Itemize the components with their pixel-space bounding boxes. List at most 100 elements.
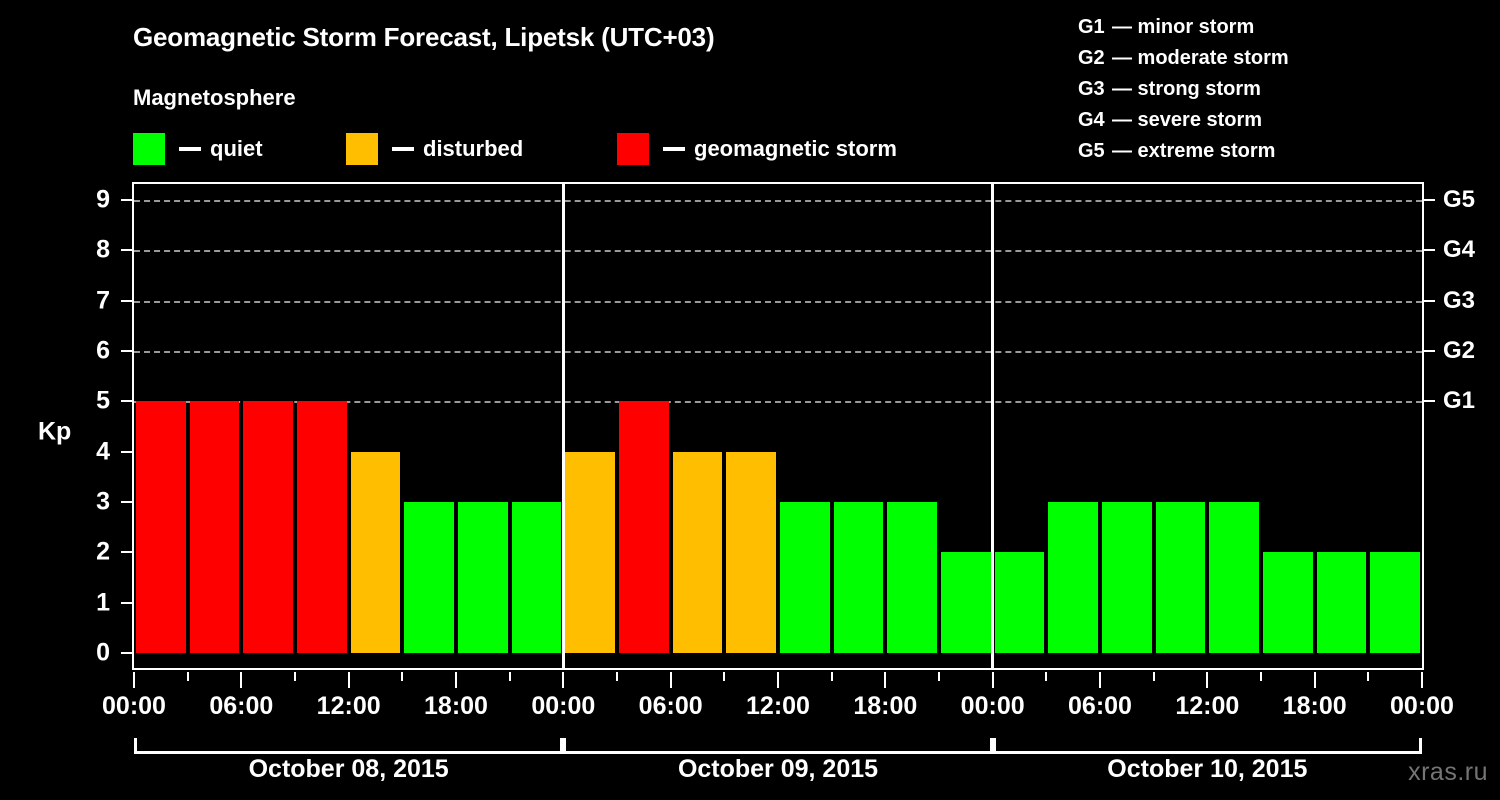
x-tick-label: 12:00 [746, 692, 810, 720]
bar-quiet[interactable] [458, 502, 508, 653]
legend-swatch-disturbed [346, 133, 378, 165]
x-tick-label: 18:00 [853, 692, 918, 720]
bar-quiet[interactable] [1316, 552, 1367, 653]
y-tick-label-7: 7 [96, 286, 110, 315]
bar-quiet[interactable] [1102, 502, 1152, 653]
y-axis-title: Kp [38, 417, 72, 446]
x-tick-label: 00:00 [1390, 692, 1454, 720]
bar-quiet[interactable] [1048, 502, 1098, 653]
bar-storm[interactable] [243, 401, 293, 653]
g-tick-mark [1424, 400, 1435, 403]
legend-entry-quiet: quiet [133, 132, 263, 166]
bar-quiet[interactable] [833, 502, 884, 653]
g-axis-label-g2: G2 [1443, 337, 1476, 364]
x-tick-major [1313, 672, 1316, 688]
g-legend-text: — moderate storm [1112, 47, 1289, 69]
legend-swatch-quiet [133, 133, 165, 165]
legend-entry-disturbed: disturbed [346, 132, 523, 166]
bar-quiet[interactable] [1263, 552, 1313, 653]
x-tick-label: 12:00 [1175, 692, 1240, 720]
day-bracket [563, 738, 993, 754]
g-legend-row-g1: G1 — minor storm [1078, 12, 1289, 43]
x-tick-label: 18:00 [424, 692, 488, 720]
gridline-kp-9 [134, 200, 1422, 202]
bar-quiet[interactable] [780, 502, 830, 653]
x-tick-minor [938, 672, 940, 681]
bar-disturbed[interactable] [565, 451, 615, 653]
day-label: October 09, 2015 [677, 755, 879, 783]
g-axis-label-g3: G3 [1443, 286, 1476, 314]
day-bracket [134, 738, 564, 754]
gridline-kp-6 [134, 351, 1422, 353]
x-tick-minor [616, 672, 618, 681]
y-tick-label-6: 6 [96, 336, 110, 365]
g-legend-text: — extreme storm [1112, 140, 1276, 162]
bar-disturbed[interactable] [350, 451, 401, 653]
x-tick-minor [1152, 672, 1155, 681]
y-tick-label-0: 0 [96, 638, 110, 667]
x-tick-major [777, 672, 779, 688]
bar-storm[interactable] [297, 401, 347, 653]
magnetosphere-section-label: Magnetosphere [133, 85, 296, 110]
chart-plot-inner [134, 184, 1422, 668]
x-tick-minor [294, 672, 296, 681]
y-tick-label-2: 2 [96, 537, 110, 566]
bar-quiet[interactable] [1155, 502, 1206, 653]
day-bracket [992, 738, 1422, 754]
x-tick-major [1099, 672, 1101, 688]
g-legend-code: G4 [1078, 109, 1105, 131]
y-tick-mark [121, 350, 132, 352]
legend-swatch-geomagnetic-storm [617, 133, 649, 165]
bar-storm[interactable] [189, 401, 240, 653]
x-tick-major [884, 672, 887, 688]
bar-quiet[interactable] [941, 552, 991, 653]
x-tick-minor [401, 672, 404, 681]
x-tick-minor [830, 672, 833, 681]
day-separator [991, 184, 995, 668]
y-tick-label-3: 3 [96, 487, 110, 516]
bar-quiet[interactable] [1209, 502, 1259, 653]
bar-storm[interactable] [619, 401, 669, 653]
legend-label-quiet: quiet [210, 136, 263, 161]
bar-quiet[interactable] [511, 502, 562, 653]
bar-disturbed[interactable] [726, 451, 776, 653]
x-tick-major [669, 672, 672, 688]
bar-quiet[interactable] [887, 502, 937, 653]
g-legend-code: G3 [1078, 78, 1105, 100]
x-tick-major [455, 672, 457, 688]
bar-disturbed[interactable] [672, 451, 723, 653]
bar-quiet[interactable] [1370, 552, 1420, 653]
legend-entry-geomagnetic-storm: geomagnetic storm [617, 132, 897, 166]
x-tick-major [1206, 672, 1209, 688]
g-scale-legend: G1 — minor storm G2 — moderate storm G3 — str… [1078, 12, 1289, 167]
legend-label-geomagnetic-storm: geomagnetic storm [694, 136, 897, 161]
g-legend-row-g2: G2 — moderate storm [1078, 43, 1289, 74]
x-tick-major [347, 672, 350, 688]
bar-quiet[interactable] [404, 502, 454, 653]
x-tick-major [240, 672, 243, 688]
legend-label-disturbed: disturbed [423, 136, 524, 161]
y-tick-mark [121, 199, 132, 201]
y-tick-label-4: 4 [96, 437, 110, 466]
g-legend-text: — strong storm [1112, 78, 1261, 100]
x-tick-label: 12:00 [316, 692, 381, 720]
gridline-kp-8 [134, 250, 1422, 253]
g-legend-row-g5: G5 — extreme storm [1078, 136, 1289, 167]
bar-storm[interactable] [136, 401, 186, 653]
y-tick-label-5: 5 [96, 386, 110, 415]
x-tick-major [562, 672, 565, 688]
x-tick-label: 00:00 [960, 692, 1025, 720]
y-tick-mark [121, 551, 132, 554]
chart-plot-area [132, 182, 1424, 670]
y-tick-label-8: 8 [96, 235, 110, 264]
bar-quiet[interactable] [994, 552, 1045, 653]
x-tick-minor [1045, 672, 1048, 681]
watermark: xras.ru [1408, 758, 1488, 786]
y-tick-mark [121, 249, 132, 252]
x-tick-label: 00:00 [102, 692, 166, 720]
gridline-kp-5 [134, 401, 1422, 404]
g-tick-mark [1424, 299, 1435, 302]
x-tick-label: 06:00 [209, 692, 274, 720]
g-axis-label-g5: G5 [1443, 186, 1476, 213]
gridline-kp-7 [134, 300, 1422, 303]
